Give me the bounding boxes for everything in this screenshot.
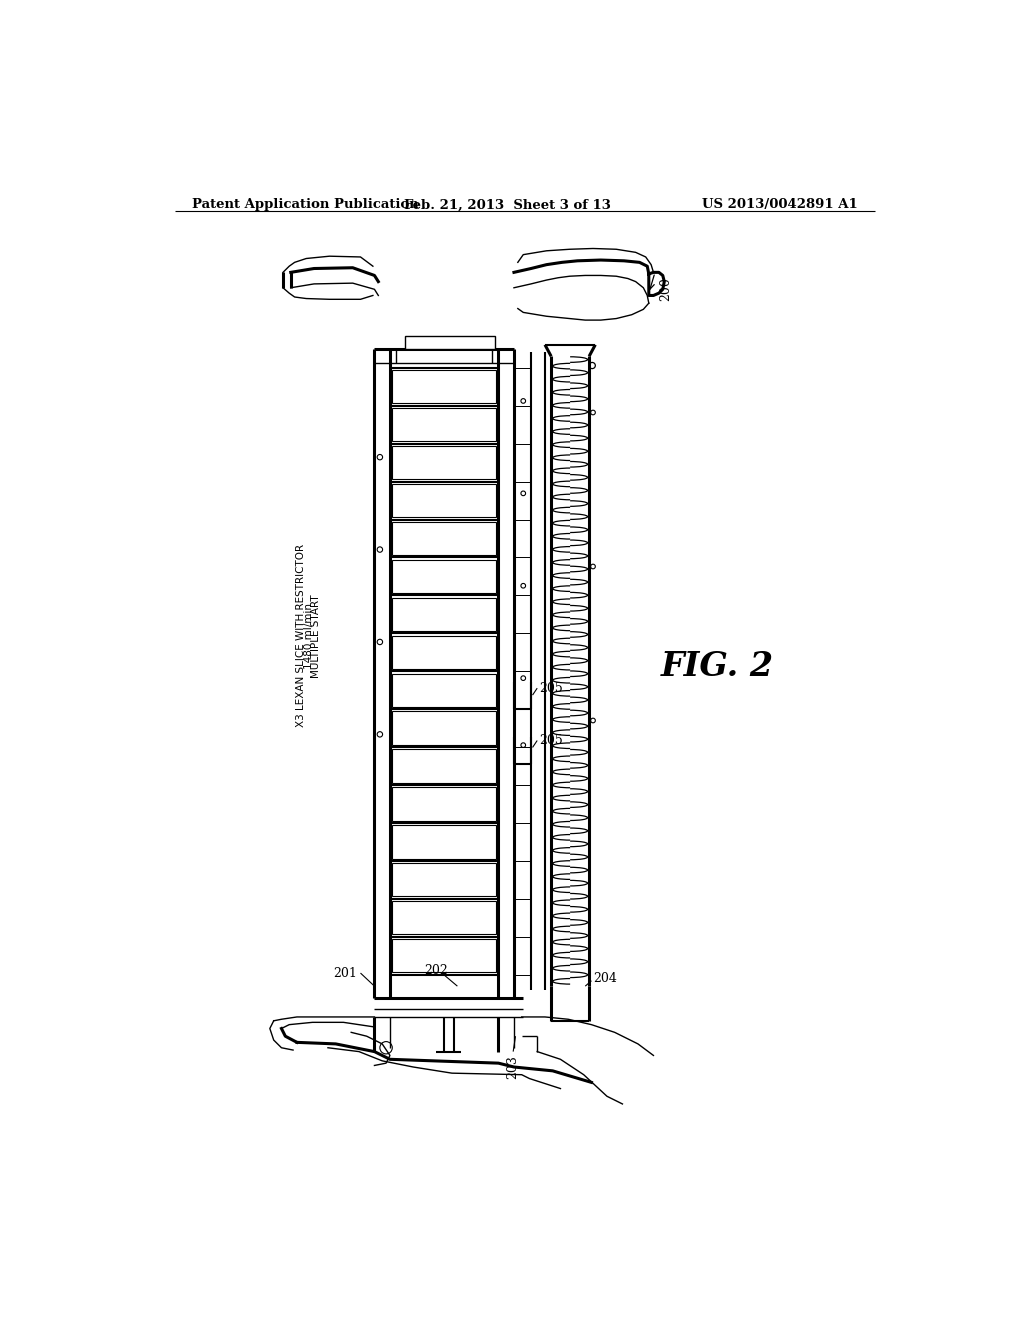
Bar <box>392 787 496 821</box>
Bar <box>392 825 496 858</box>
Bar <box>392 750 496 783</box>
Bar <box>392 863 496 896</box>
Bar <box>392 636 496 669</box>
Bar <box>392 446 496 479</box>
Bar <box>392 408 496 441</box>
Bar <box>392 673 496 706</box>
Bar <box>392 902 496 935</box>
Bar <box>392 370 496 404</box>
Bar <box>392 484 496 517</box>
Bar <box>392 939 496 973</box>
Text: 205: 205 <box>539 681 562 694</box>
Text: FIG. 2: FIG. 2 <box>660 651 773 684</box>
Text: 1480 ml/min: 1480 ml/min <box>303 603 313 669</box>
Text: 203: 203 <box>507 1056 519 1080</box>
Bar <box>392 598 496 631</box>
Text: MULTIPLE START: MULTIPLE START <box>310 594 321 677</box>
Text: 200: 200 <box>658 277 672 301</box>
Text: 205: 205 <box>539 734 562 747</box>
Bar <box>392 711 496 744</box>
Bar <box>392 521 496 556</box>
Text: 204: 204 <box>593 972 616 985</box>
Text: 201: 201 <box>333 966 356 979</box>
Text: X3 LEXAN SLICE WITH RESTRICTOR: X3 LEXAN SLICE WITH RESTRICTOR <box>296 544 306 727</box>
Bar <box>392 560 496 593</box>
Text: Feb. 21, 2013  Sheet 3 of 13: Feb. 21, 2013 Sheet 3 of 13 <box>404 198 611 211</box>
Text: US 2013/0042891 A1: US 2013/0042891 A1 <box>702 198 858 211</box>
Bar <box>406 335 495 350</box>
Text: Patent Application Publication: Patent Application Publication <box>191 198 418 211</box>
Text: 202: 202 <box>424 964 447 977</box>
